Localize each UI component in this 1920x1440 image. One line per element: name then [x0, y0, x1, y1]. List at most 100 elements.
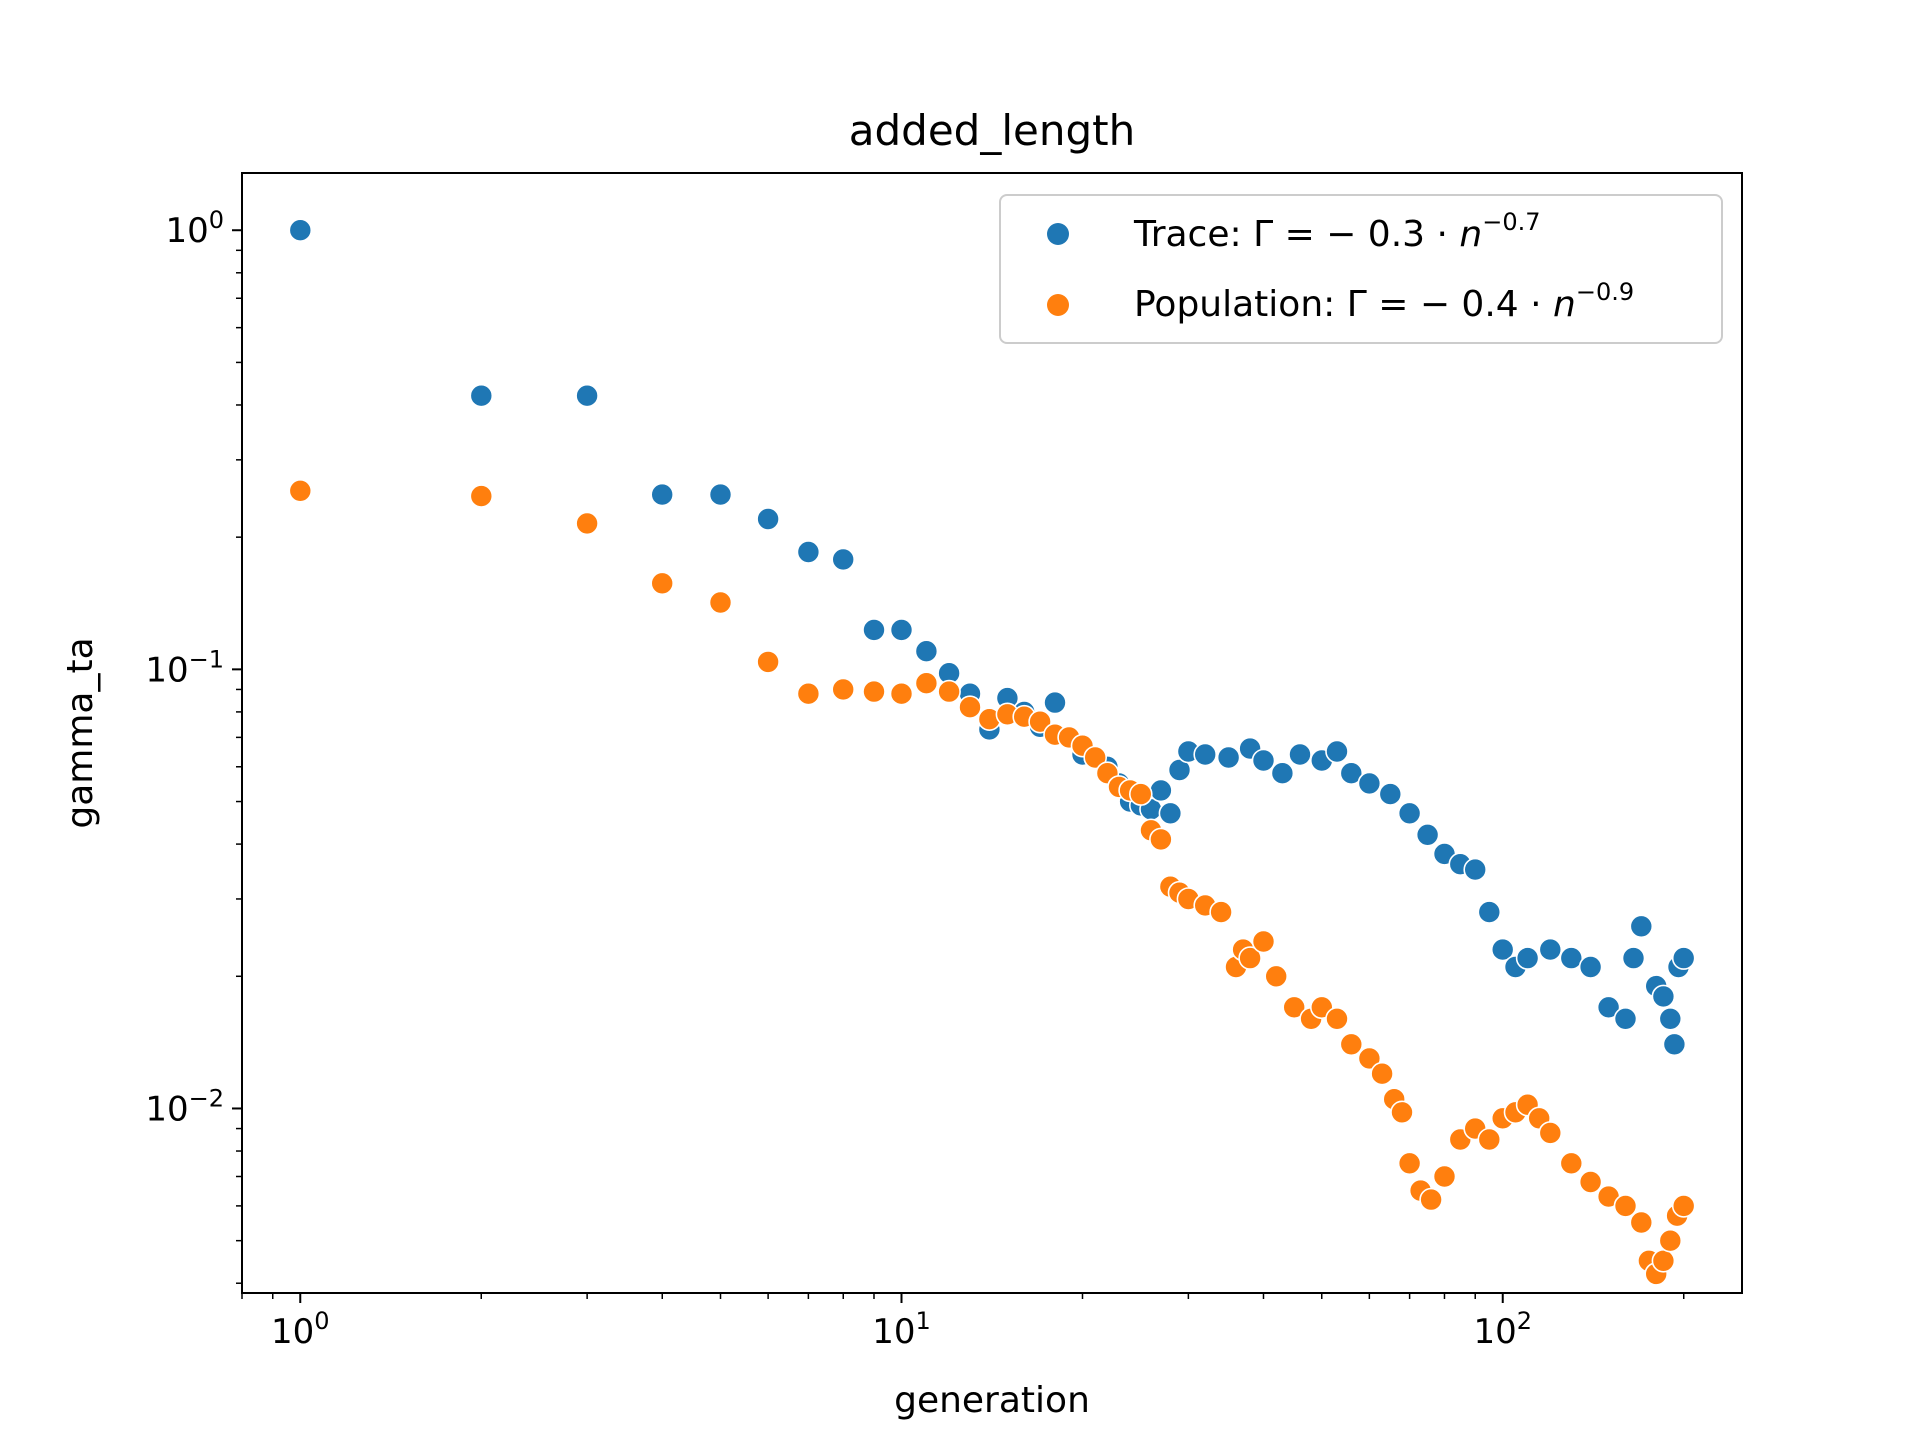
x-tick-label-base: 10 [1473, 1312, 1516, 1352]
series-0-point-5 [756, 507, 780, 531]
series-0-point-49 [1515, 946, 1540, 970]
series-1-point-5 [756, 650, 780, 674]
series-1-point-9 [889, 681, 914, 706]
series-1-point-26 [1149, 827, 1173, 852]
series-layer [288, 218, 1696, 1286]
series-0-point-41 [1397, 801, 1422, 826]
series-0-point-1 [469, 383, 494, 408]
series-0-point-42 [1415, 822, 1440, 847]
series-0-point-3 [650, 482, 675, 507]
series-0-point-37 [1325, 739, 1349, 764]
series-1-point-35 [1251, 929, 1276, 954]
series-1-point-57 [1538, 1121, 1563, 1145]
series-1-point-48 [1419, 1187, 1443, 1212]
series-0-point-38 [1339, 761, 1364, 786]
y-tick-label-base: 10 [165, 211, 208, 251]
series-0-point-6 [796, 540, 821, 564]
legend-label-trace: Trace: Γ = − 0.3 · n−0.7 [1133, 208, 1540, 255]
series-1-point-31 [1209, 900, 1233, 924]
series-1-point-62 [1629, 1210, 1654, 1235]
series-0-point-31 [1216, 745, 1241, 770]
series-1-point-58 [1559, 1151, 1584, 1176]
series-1-point-36 [1264, 964, 1288, 989]
series-1-point-1 [469, 484, 494, 508]
legend-trace-exp: −0.7 [1482, 208, 1540, 236]
series-0-point-8 [862, 618, 886, 642]
series-1-point-34 [1238, 946, 1262, 970]
legend-population-exp: −0.9 [1576, 278, 1634, 306]
series-0-point-26 [1149, 778, 1173, 803]
series-0-point-54 [1613, 1006, 1638, 1031]
series-1-point-66 [1658, 1228, 1683, 1253]
series-1-point-6 [796, 681, 821, 706]
series-0-point-33 [1251, 748, 1276, 773]
series-1-point-8 [862, 679, 886, 704]
series-1-point-24 [1129, 782, 1153, 806]
legend-population-var: n [1553, 284, 1576, 325]
series-0-point-53 [1596, 995, 1621, 1020]
legend-trace-prefix: Trace: Γ = − 0.3 · [1133, 214, 1459, 255]
series-1-point-10 [914, 671, 939, 696]
x-axis: 100 101 102 [241, 1293, 1685, 1352]
series-0-point-51 [1559, 946, 1584, 970]
series-0-point-56 [1629, 914, 1654, 939]
series-1-point-49 [1432, 1164, 1457, 1189]
x-tick-label-base: 10 [872, 1312, 915, 1352]
series-1-point-2 [575, 511, 599, 536]
series-0-point-47 [1490, 937, 1515, 962]
series-0-point-59 [1658, 1006, 1683, 1031]
series-0-point-30 [1193, 742, 1217, 767]
legend-box [999, 194, 1723, 344]
axes-frame [241, 172, 1743, 1294]
series-1-point-59 [1578, 1170, 1603, 1194]
legend: Trace: Γ = − 0.3 · n−0.7 Population: Γ =… [999, 194, 1723, 344]
series-0-point-46 [1477, 900, 1502, 924]
series-1-point-12 [958, 695, 982, 720]
series-0-point-62 [1671, 946, 1696, 970]
series-1-point-43 [1370, 1061, 1394, 1086]
y-tick-label-base: 10 [145, 1089, 188, 1129]
y-tick-label-exp: −2 [189, 1084, 224, 1112]
x-tick-label-exp: 2 [1517, 1307, 1532, 1335]
series-1-point-41 [1339, 1032, 1364, 1057]
x-axis-label: generation [894, 1380, 1090, 1421]
series-1-point-46 [1397, 1151, 1422, 1176]
series-1-point-3 [650, 571, 675, 596]
series-0-point-40 [1378, 782, 1403, 806]
series-1-point-7 [831, 677, 856, 702]
series-0-point-4 [708, 482, 733, 507]
series-0-point-45 [1463, 857, 1487, 882]
legend-population-prefix: Population: Γ = − 0.4 · [1134, 284, 1553, 325]
series-1-point-0 [288, 478, 313, 503]
series-1-point-16 [1028, 709, 1052, 734]
legend-label-population: Population: Γ = − 0.4 · n−0.9 [1134, 278, 1634, 325]
series-0-point-10 [914, 639, 939, 664]
series-0-point-7 [831, 547, 856, 572]
series-0-point-9 [889, 618, 914, 642]
series-1-point-20 [1083, 745, 1107, 770]
series-0-point-34 [1270, 761, 1295, 786]
y-tick-label-base: 10 [145, 650, 188, 690]
y-tick-label: 10−1 [145, 645, 224, 690]
y-axis-label: gamma_ta [60, 637, 101, 828]
series-1-point-37 [1282, 995, 1306, 1020]
x-tick-label-exp: 1 [915, 1307, 930, 1335]
series-0-point-58 [1651, 984, 1676, 1009]
x-tick-label: 100 [271, 1307, 330, 1352]
series-0-point-27 [1158, 801, 1183, 826]
series-1 [288, 478, 1696, 1286]
series-1-point-40 [1325, 1006, 1349, 1031]
legend-marker-population [1047, 294, 1069, 316]
plot-area [241, 172, 1743, 1294]
y-tick-label: 10−2 [145, 1084, 224, 1129]
x-tick-label-base: 10 [271, 1312, 314, 1352]
x-tick-label-exp: 0 [314, 1307, 329, 1335]
series-1-point-68 [1671, 1194, 1696, 1218]
y-tick-label: 100 [165, 206, 224, 251]
series-1-point-4 [708, 590, 733, 615]
y-tick-label-exp: −1 [189, 645, 224, 673]
series-0-point-17 [1043, 690, 1067, 715]
series-0-point-2 [575, 383, 599, 408]
